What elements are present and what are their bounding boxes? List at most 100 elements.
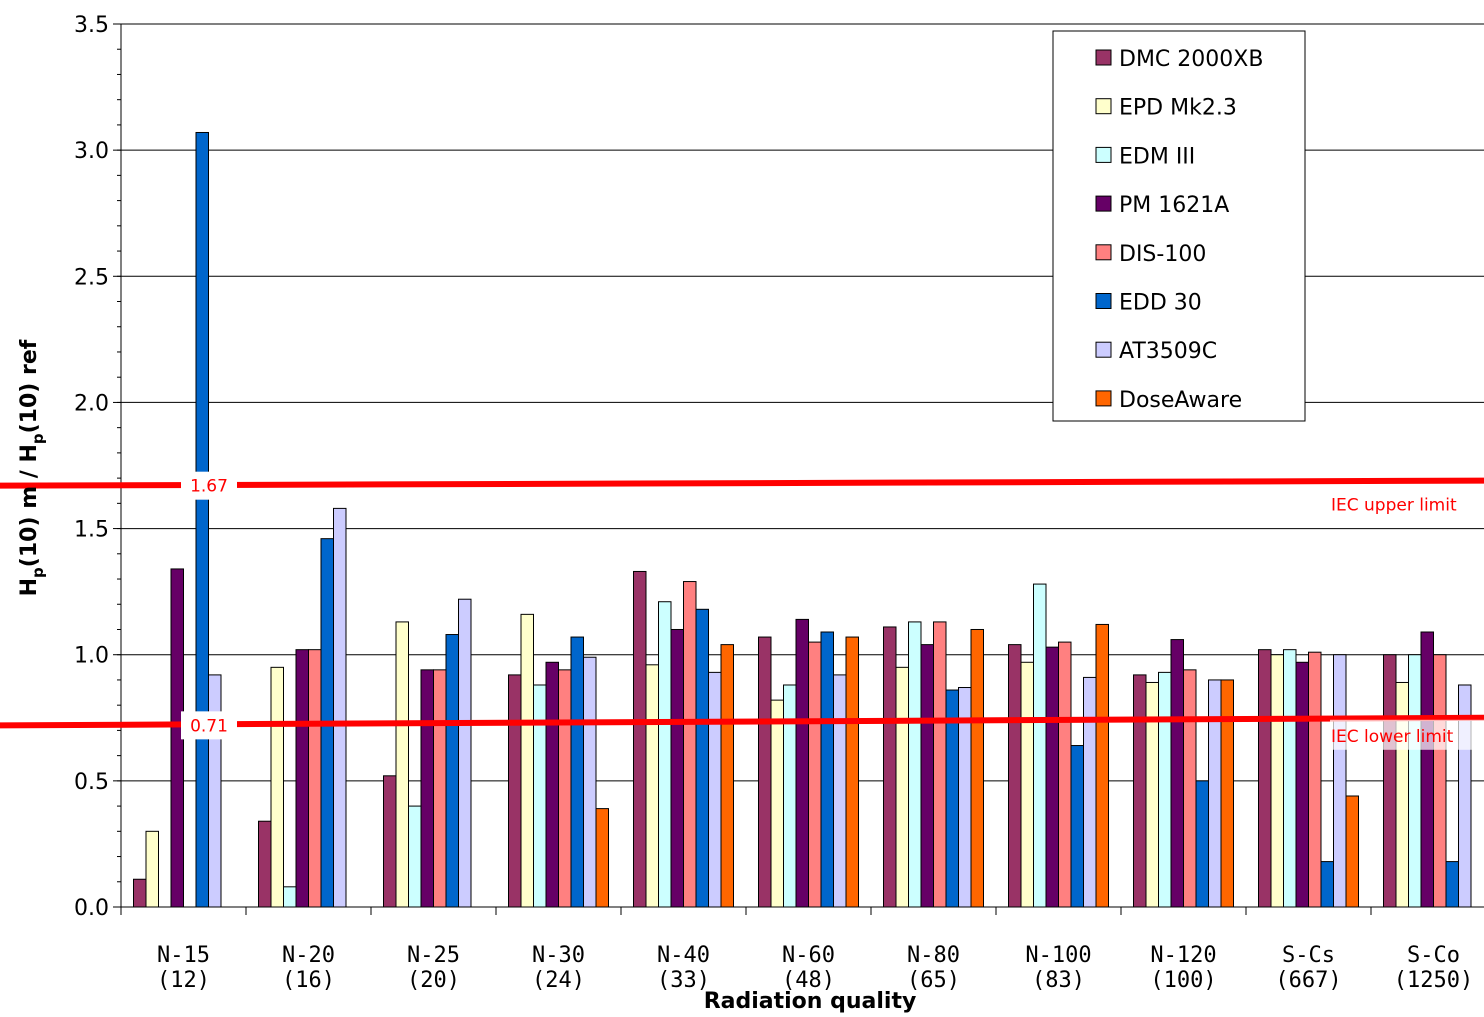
bar-pm-1621a bbox=[795, 618, 809, 908]
legend-swatch bbox=[1095, 98, 1112, 115]
y-tick-label: 0.0 bbox=[74, 896, 109, 921]
legend-label: DMC 2000XB bbox=[1119, 47, 1263, 72]
bar-edm-iii bbox=[1408, 654, 1422, 908]
y-tick-label: 3.5 bbox=[74, 13, 109, 38]
iec-upper-limit-line bbox=[0, 477, 1484, 489]
limit-value-label: 0.71 bbox=[190, 716, 228, 736]
y-tick-label: 1.5 bbox=[74, 518, 109, 543]
bar-at3509c bbox=[1083, 676, 1097, 908]
legend-swatch bbox=[1095, 293, 1112, 309]
bar-edm-iii bbox=[783, 684, 797, 908]
legend-label: AT3509C bbox=[1119, 339, 1217, 364]
category-label: N-30 bbox=[532, 943, 585, 968]
y-tick-label: 1.0 bbox=[74, 644, 109, 669]
bar-edd-30 bbox=[195, 131, 209, 908]
bar-dmc-2000xb bbox=[133, 878, 147, 908]
bar-edm-iii bbox=[1033, 583, 1047, 908]
bar-dmc-2000xb bbox=[383, 775, 397, 908]
bar-edd-30 bbox=[695, 608, 709, 908]
bar-at3509c bbox=[583, 656, 597, 908]
bar-doseaware bbox=[1345, 795, 1359, 908]
category-energy-label: (24) bbox=[532, 968, 585, 993]
category-label: N-100 bbox=[1025, 943, 1091, 968]
category-energy-label: (16) bbox=[282, 968, 335, 993]
legend-label: EDD 30 bbox=[1119, 291, 1202, 316]
category-label: N-25 bbox=[407, 943, 460, 968]
bar-edd-30 bbox=[1320, 861, 1334, 908]
category-energy-label: (83) bbox=[1032, 968, 1085, 993]
category-label: S-Co bbox=[1407, 943, 1460, 968]
category-label: N-15 bbox=[157, 943, 210, 968]
y-tick-label: 2.5 bbox=[74, 265, 109, 290]
category-label: S-Cs bbox=[1282, 943, 1335, 968]
bar-epd-mk2-3 bbox=[1270, 654, 1284, 908]
bar-edd-30 bbox=[570, 636, 584, 908]
legend-swatch bbox=[1095, 146, 1112, 163]
bar-doseaware bbox=[845, 636, 859, 908]
bar-dis-100 bbox=[1433, 654, 1447, 908]
category-energy-label: (667) bbox=[1275, 968, 1341, 993]
limit-name-box bbox=[1330, 719, 1484, 750]
bar-dis-100 bbox=[308, 649, 322, 908]
bar-edd-30 bbox=[1195, 780, 1209, 908]
bar-pm-1621a bbox=[670, 628, 684, 908]
bar-epd-mk2-3 bbox=[145, 830, 159, 908]
iec-upper-limit-label: IEC upper limit bbox=[1331, 496, 1457, 516]
bar-at3509c bbox=[1208, 679, 1222, 908]
category-label: N-120 bbox=[1150, 943, 1216, 968]
legend-swatch bbox=[1095, 244, 1112, 261]
bar-dmc-2000xb bbox=[1258, 649, 1272, 908]
legend-label: PM 1621A bbox=[1119, 193, 1229, 218]
bar-epd-mk2-3 bbox=[1020, 661, 1034, 908]
category-energy-label: (12) bbox=[157, 968, 210, 993]
bar-pm-1621a bbox=[1045, 646, 1059, 908]
axes: 0.0 0.5 1.0 1.5 2.0 2.5 3.0 3.5 N-15(12) N-20(16)… bbox=[74, 13, 1484, 993]
category-energy-label: (33) bbox=[657, 968, 710, 993]
category-energy-label: (1250) bbox=[1394, 968, 1473, 993]
bar-dis-100 bbox=[558, 669, 572, 908]
category-label: N-60 bbox=[782, 943, 835, 968]
bar-dmc-2000xb bbox=[1133, 674, 1147, 908]
bar-doseaware bbox=[970, 628, 984, 908]
limit-value-box bbox=[181, 471, 237, 500]
category-label: N-20 bbox=[282, 943, 335, 968]
bar-dmc-2000xb bbox=[633, 570, 647, 908]
legend-label: DoseAware bbox=[1119, 388, 1242, 413]
category-energy-label: (65) bbox=[907, 968, 960, 993]
bar-edd-30 bbox=[820, 631, 834, 908]
bar-epd-mk2-3 bbox=[645, 664, 659, 908]
bar-epd-mk2-3 bbox=[895, 666, 909, 908]
bar-edm-iii bbox=[1283, 649, 1297, 908]
bar-at3509c bbox=[708, 671, 722, 908]
bar-dmc-2000xb bbox=[883, 626, 897, 908]
bar-dis-100 bbox=[933, 621, 947, 908]
bar-pm-1621a bbox=[545, 661, 559, 908]
legend-swatch bbox=[1095, 390, 1112, 407]
bar-edm-iii bbox=[908, 621, 922, 908]
bar-doseaware bbox=[1095, 623, 1109, 908]
x-axis-title: Radiation quality bbox=[704, 989, 917, 1014]
bar-dmc-2000xb bbox=[758, 636, 772, 908]
bar-pm-1621a bbox=[295, 649, 309, 908]
bars bbox=[133, 131, 1472, 908]
bar-dis-100 bbox=[1058, 641, 1072, 908]
bar-at3509c bbox=[1333, 654, 1347, 908]
legend-swatch bbox=[1095, 341, 1112, 358]
legend-label: EDM III bbox=[1119, 144, 1195, 169]
bar-edd-30 bbox=[445, 634, 459, 908]
iec-lower-limit-line bbox=[0, 714, 1484, 729]
category-label: N-80 bbox=[907, 943, 960, 968]
bar-at3509c bbox=[208, 674, 222, 908]
legend-swatch bbox=[1095, 195, 1112, 212]
y-tick-label: 0.5 bbox=[74, 770, 109, 795]
bar-dis-100 bbox=[1183, 669, 1197, 908]
y-tick-label: 3.0 bbox=[74, 139, 109, 164]
bar-dmc-2000xb bbox=[258, 820, 272, 908]
bar-dmc-2000xb bbox=[1008, 644, 1022, 908]
category-energy-label: (100) bbox=[1150, 968, 1216, 993]
legend: DMC 2000XB EPD Mk2.3 EDM III PM 1621A DIS-10… bbox=[1052, 30, 1306, 422]
legend-swatch bbox=[1095, 49, 1112, 66]
bar-pm-1621a bbox=[920, 644, 934, 908]
bar-doseaware bbox=[595, 808, 609, 908]
